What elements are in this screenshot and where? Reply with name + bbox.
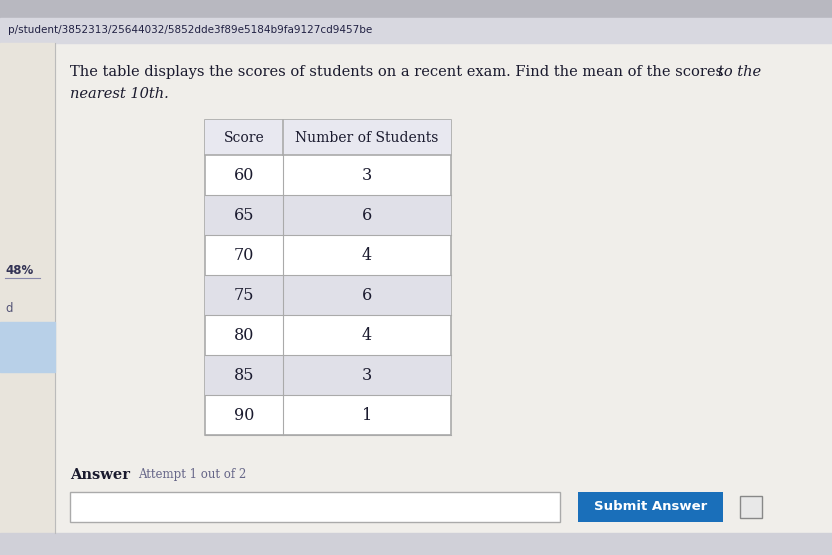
Bar: [578, 492, 723, 522]
Text: 3: 3: [362, 366, 372, 384]
Bar: [205, 355, 451, 395]
Text: nearest 10th.: nearest 10th.: [70, 87, 169, 101]
Text: Score: Score: [224, 130, 265, 144]
Bar: [0, 0, 832, 18]
Text: 70: 70: [234, 246, 255, 264]
Bar: [0, 43, 55, 533]
Text: 90: 90: [234, 406, 255, 423]
Text: 48%: 48%: [5, 264, 33, 276]
Text: 6: 6: [362, 206, 372, 224]
Bar: [0, 43, 832, 533]
Text: to the: to the: [718, 65, 761, 79]
Bar: [205, 120, 451, 435]
Bar: [205, 275, 451, 315]
Bar: [70, 492, 560, 522]
Text: 3: 3: [362, 166, 372, 184]
Text: 75: 75: [234, 286, 255, 304]
Text: 1: 1: [362, 406, 372, 423]
Text: 4: 4: [362, 326, 372, 344]
Text: The table displays the scores of students on a recent exam. Find the mean of the: The table displays the scores of student…: [70, 65, 723, 79]
Bar: [0, 18, 832, 43]
Text: 85: 85: [234, 366, 255, 384]
Text: Submit Answer: Submit Answer: [594, 501, 707, 513]
Text: 80: 80: [234, 326, 255, 344]
Bar: [0, 322, 55, 372]
Text: 6: 6: [362, 286, 372, 304]
Text: 65: 65: [234, 206, 255, 224]
Bar: [740, 496, 762, 518]
Bar: [0, 533, 832, 555]
Bar: [205, 120, 451, 155]
Text: Attempt 1 out of 2: Attempt 1 out of 2: [138, 468, 246, 481]
Bar: [205, 195, 451, 235]
Text: Answer: Answer: [70, 468, 130, 482]
Text: Number of Students: Number of Students: [295, 130, 438, 144]
Text: 4: 4: [362, 246, 372, 264]
Text: d: d: [5, 301, 12, 315]
Text: p/student/3852313/25644032/5852dde3f89e5184b9fa9127cd9457be: p/student/3852313/25644032/5852dde3f89e5…: [8, 25, 372, 35]
Text: 60: 60: [234, 166, 255, 184]
